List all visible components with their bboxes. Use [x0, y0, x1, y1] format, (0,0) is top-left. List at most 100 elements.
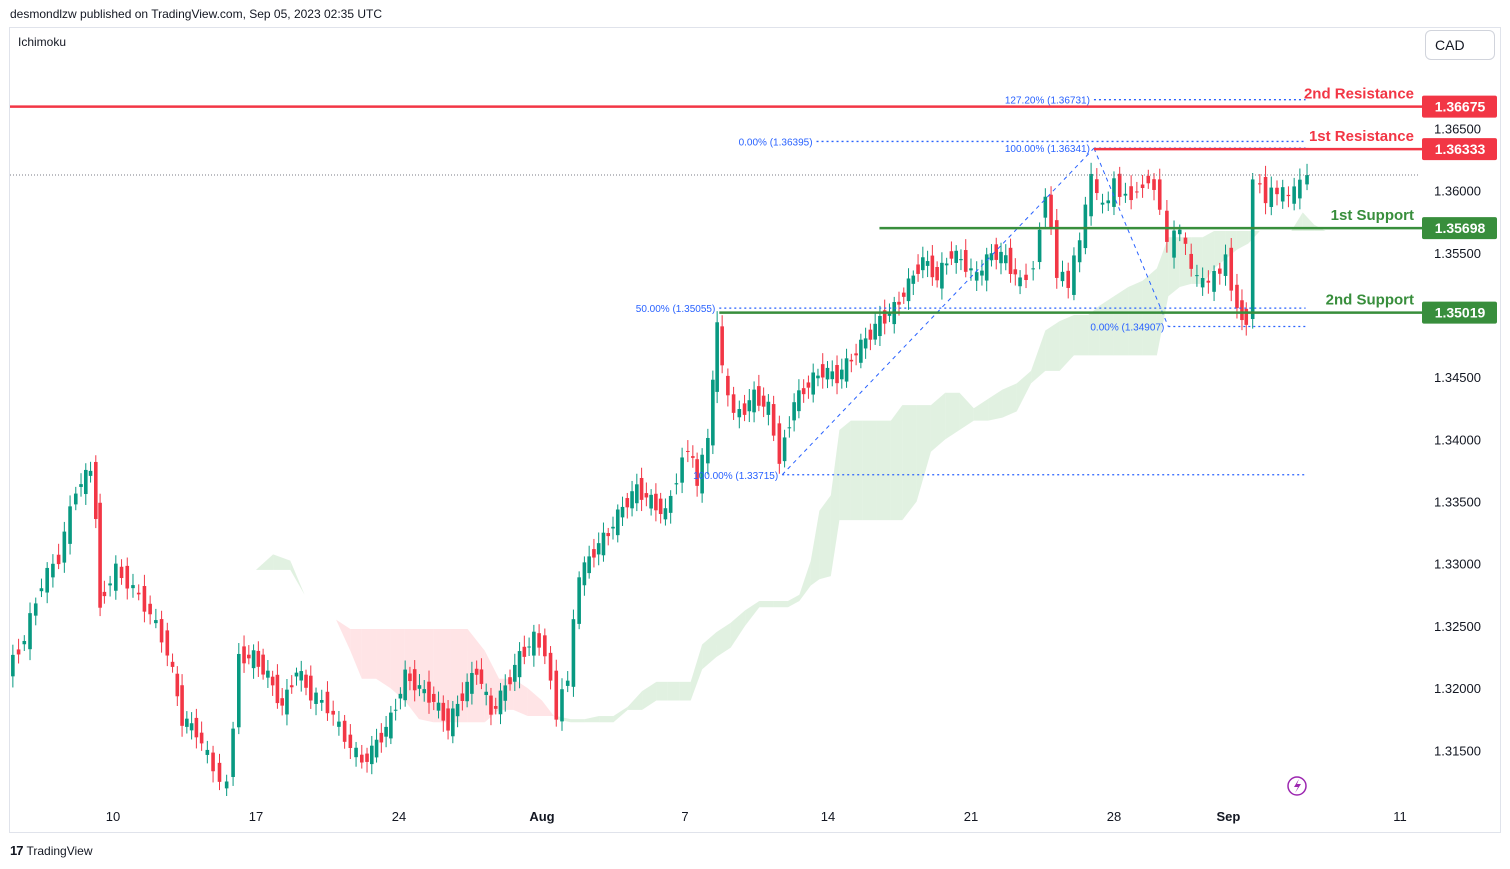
candle-down [1286, 194, 1291, 197]
cloud-segment [336, 619, 351, 651]
candle-up [1280, 187, 1285, 202]
candle-down [686, 450, 690, 452]
candle-down [868, 329, 873, 340]
candle-up [859, 339, 863, 363]
footer-brand[interactable]: 17 TradingView [10, 843, 93, 858]
candle-down [658, 498, 663, 515]
y-tick-label: 1.33000 [1434, 557, 1481, 572]
x-tick-label: 17 [249, 809, 263, 824]
cloud-segment [787, 594, 800, 608]
level-price-tag: 1.35019 [1422, 301, 1497, 324]
candle-down [1095, 179, 1099, 194]
candle-up [1177, 229, 1182, 235]
candle-down [1146, 175, 1151, 184]
candle-up [527, 646, 531, 648]
chart-frame [9, 27, 1501, 833]
cloud-segment [599, 716, 614, 723]
candle-up [649, 494, 653, 509]
x-tick-label: 28 [1107, 809, 1121, 824]
candle-up [1060, 271, 1065, 282]
candle-up [465, 681, 469, 702]
candle-up [451, 708, 455, 737]
candle-down [1189, 253, 1193, 269]
cloud-segment [656, 681, 668, 701]
level-price-tag: 1.36675 [1422, 95, 1497, 118]
candle-down [56, 554, 61, 565]
candle-down [348, 734, 353, 748]
cloud-segment [418, 628, 434, 723]
candle-down [194, 717, 199, 738]
time-axis: 10 17 24 Aug 7 14 21 28 Sep 11 [106, 809, 1407, 824]
candle-up [436, 702, 441, 711]
candle-down [522, 646, 527, 657]
candle-up [980, 270, 984, 276]
y-tick-label: 1.34500 [1434, 370, 1481, 385]
candle-up [88, 470, 93, 476]
candle-up [185, 718, 189, 727]
x-tick-label: 10 [106, 809, 120, 824]
candle-up [224, 781, 229, 789]
candle-up [108, 583, 112, 586]
candle-up [630, 491, 634, 509]
cloud-segment [1016, 370, 1032, 412]
candle-up [73, 493, 78, 505]
candle-down [1165, 210, 1169, 242]
cloud-segment [627, 691, 643, 710]
ichimoku-cloud [130, 212, 1369, 723]
candle-down [901, 292, 906, 297]
candle-down [170, 661, 175, 667]
candle-up [114, 563, 118, 591]
candle-up [816, 375, 820, 379]
candle-down [1240, 300, 1244, 321]
candle-up [1043, 196, 1048, 218]
candle-up [737, 409, 742, 418]
cloud-segment [862, 420, 877, 521]
cloud-segment [702, 632, 717, 670]
currency-button[interactable]: CAD [1425, 30, 1495, 60]
candle-up [389, 712, 393, 739]
candle-down [365, 753, 369, 762]
candle-down [331, 710, 335, 715]
candle-up [374, 739, 379, 758]
cloud-segment [541, 700, 557, 720]
candle-down [1152, 179, 1156, 190]
candle-down [136, 592, 141, 595]
cloud-segment [1059, 314, 1074, 371]
candle-up [839, 369, 844, 380]
fib-level-label: 100.00% (1.36341) [1005, 144, 1090, 155]
cloud-segment [839, 420, 851, 521]
candle-up [596, 543, 601, 555]
indicator-label[interactable]: Ichimoku [18, 35, 67, 49]
candle-up [1072, 255, 1076, 295]
y-tick-label: 1.33500 [1434, 495, 1481, 510]
cloud-segment [1359, 243, 1369, 250]
fib-level-label: 0.00% (1.34907) [1090, 323, 1164, 334]
cloud-segment [350, 628, 362, 679]
candle-up [571, 619, 576, 687]
candle-up [294, 672, 299, 677]
cloud-segment [799, 560, 811, 602]
candle-down [256, 650, 261, 667]
candle-down [1263, 176, 1268, 204]
candle-down [493, 706, 498, 709]
candle-down [757, 386, 761, 406]
candle-down [275, 674, 280, 704]
alert-icon[interactable] [1287, 776, 1307, 796]
cloud-segment [390, 628, 405, 701]
cloud-segment [1348, 231, 1360, 244]
candle-down [148, 603, 152, 615]
candle-up [231, 728, 235, 777]
candle-up [1223, 254, 1228, 276]
cloud-segment [730, 610, 746, 648]
candle-down [199, 732, 204, 744]
cloud-segment [973, 398, 989, 421]
candle-down [654, 493, 658, 511]
candle-up [1200, 278, 1205, 288]
candle-down [412, 669, 417, 691]
candle-down [1244, 308, 1249, 325]
candle-down [280, 698, 284, 706]
candle-down [165, 630, 170, 656]
candle-down [639, 477, 644, 500]
candle-down [930, 255, 935, 278]
